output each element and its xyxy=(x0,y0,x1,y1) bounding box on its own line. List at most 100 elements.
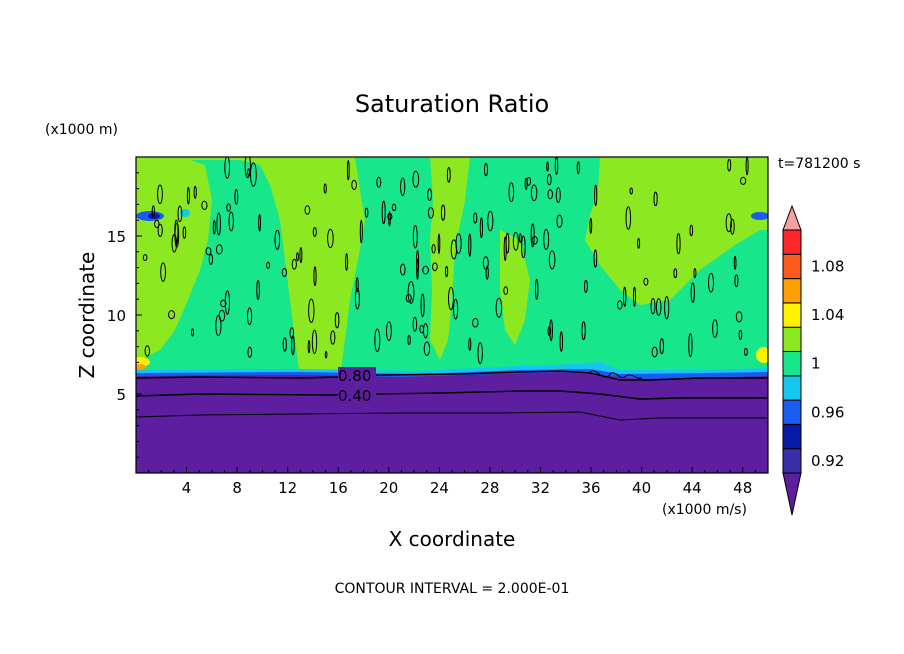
contour-blob xyxy=(220,299,227,308)
contour-blob xyxy=(296,252,299,262)
contour-blob xyxy=(282,337,287,352)
contour-blob xyxy=(473,212,478,224)
contour-blob xyxy=(468,337,472,351)
contour-blob xyxy=(351,179,357,190)
colorbar-band xyxy=(782,229,802,255)
colorbar-band xyxy=(782,351,802,377)
contour-blob xyxy=(651,346,658,358)
contour-blob xyxy=(623,286,627,307)
colorbar-band xyxy=(782,302,802,328)
contour-blob xyxy=(733,255,737,270)
contour-blob xyxy=(659,338,664,355)
contour-blob xyxy=(584,279,588,294)
contour-blob xyxy=(629,187,633,195)
contour-blob xyxy=(250,162,257,187)
contour-blob xyxy=(407,334,411,346)
contour-blob xyxy=(160,262,167,282)
contour-blob xyxy=(548,250,556,270)
contour-blob xyxy=(735,311,743,323)
contour-blob xyxy=(304,205,311,215)
contour-blob xyxy=(531,236,538,245)
contour-blob xyxy=(559,331,563,352)
contour-blob xyxy=(256,279,260,301)
contour-blob xyxy=(432,262,438,272)
contour-blob xyxy=(655,298,662,316)
contour-blob xyxy=(556,214,563,228)
contour-blob xyxy=(576,161,580,175)
time-label: t=781200 s xyxy=(778,156,860,172)
contour-blob xyxy=(693,268,697,278)
plot-area xyxy=(136,157,768,473)
contour-blob xyxy=(422,265,429,275)
contour-blob xyxy=(423,341,431,356)
contour-line-0.80 xyxy=(136,370,768,381)
colorbar-max-arrow xyxy=(782,204,802,231)
contour-blob xyxy=(308,298,315,323)
contour-blob xyxy=(427,188,433,201)
contour-blob xyxy=(345,253,349,271)
contour-blob xyxy=(625,206,632,230)
contour-blob xyxy=(484,162,488,177)
contour-blob xyxy=(266,261,271,269)
contour-blob xyxy=(186,186,190,205)
contour-blob xyxy=(633,286,636,307)
light-green-finger xyxy=(430,157,470,360)
contour-blob xyxy=(689,224,694,237)
contour-blob xyxy=(431,244,436,254)
contour-blob xyxy=(734,274,739,288)
contour-blob xyxy=(168,310,176,320)
contour-blob xyxy=(205,247,212,256)
contour-blob xyxy=(650,298,656,315)
contour-blob xyxy=(508,182,515,203)
colorbar-band xyxy=(782,399,802,425)
contour-blob xyxy=(617,300,623,310)
contour-blob xyxy=(327,228,334,249)
edge-patch xyxy=(136,364,146,370)
contour-blob xyxy=(330,330,336,345)
contour-blob xyxy=(446,167,451,183)
contour-blob xyxy=(412,170,420,188)
contour-blob xyxy=(503,286,509,295)
contour-blob xyxy=(228,211,234,232)
contour-blob xyxy=(581,321,586,341)
contour-blob xyxy=(311,329,318,354)
contour-blob xyxy=(479,217,483,239)
colorbar-label: 1.04 xyxy=(811,306,844,324)
contour-blob xyxy=(216,212,221,236)
contour-blob xyxy=(549,319,553,342)
contour-blob xyxy=(455,233,462,255)
contour-blob xyxy=(224,290,230,315)
saturated-zone-left xyxy=(136,160,300,377)
contour-blob xyxy=(555,187,561,203)
contour-blob xyxy=(547,189,554,200)
contour-blob xyxy=(247,307,253,326)
contour-blob xyxy=(400,177,406,197)
contour-blob xyxy=(530,223,535,248)
contour-blob xyxy=(201,200,208,211)
contour-blob xyxy=(412,316,418,332)
dry-layer xyxy=(136,372,768,473)
contour-blob xyxy=(407,281,415,304)
x-tick-label: 36 xyxy=(581,479,600,497)
contour-blob xyxy=(334,312,340,329)
contour-blob xyxy=(174,219,179,245)
contour-blob xyxy=(386,321,392,342)
contour-blob xyxy=(708,272,714,293)
y-unit-label: (x1000 m) xyxy=(45,122,118,138)
x-tick-label: 4 xyxy=(182,479,192,497)
x-unit-label: (x1000 m/s) xyxy=(662,502,747,518)
contour-blob xyxy=(637,237,641,249)
light-green-finger-2 xyxy=(500,230,530,345)
contour-blob xyxy=(193,185,197,199)
contour-label-0.40: 0.40 xyxy=(338,387,371,405)
contour-blob xyxy=(215,244,223,255)
x-axis: 4 8 12 16 20 24 28 32 36 40 44 48 xyxy=(148,467,756,497)
x-tick-label: 40 xyxy=(632,479,651,497)
contour-blob xyxy=(208,253,214,265)
contour-blob xyxy=(712,319,718,338)
contour-blob xyxy=(738,329,743,340)
contour-blob xyxy=(359,219,363,244)
colorbar-label: 0.92 xyxy=(811,452,844,470)
x-tick-label: 32 xyxy=(531,479,550,497)
